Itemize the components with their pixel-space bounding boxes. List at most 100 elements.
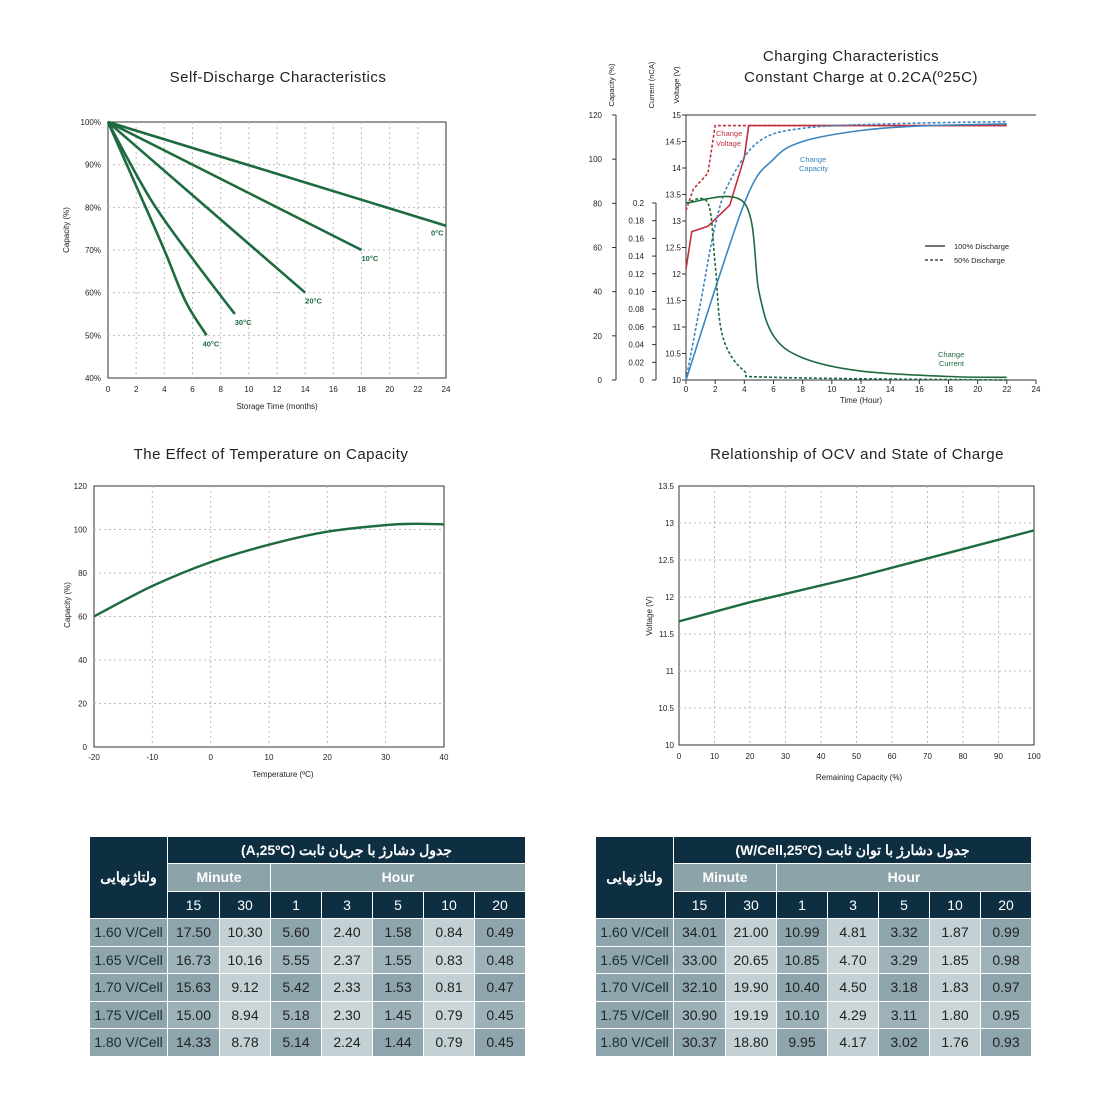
- capacity-tick-label: 40: [593, 288, 602, 297]
- group-header: Hour: [776, 863, 1032, 892]
- series-line: [685, 123, 1007, 381]
- y-tick-label: 90%: [85, 161, 101, 170]
- table-row: 1.60 V/Cell 34.01 21.00 10.99 4.81 3.32 1.87 0.…: [595, 918, 1032, 947]
- constant-current-table: ولتاژنهایی جدول دشارژ با جریان ثابت (A,25…: [89, 836, 526, 1057]
- series-line: [93, 522, 445, 618]
- table-cell: 0.93: [980, 1028, 1032, 1057]
- x-axis-label: Time (Hour): [840, 396, 883, 405]
- table-cell: 1.87: [929, 918, 981, 947]
- series-line: [685, 120, 1007, 381]
- capacity-tick-label: 0: [598, 376, 603, 385]
- y-tick-label: 70%: [85, 246, 101, 255]
- x-tick-label: 20: [323, 753, 332, 762]
- table-cell: 2.24: [321, 1028, 373, 1057]
- table-cell: 15.00: [167, 1000, 220, 1029]
- x-tick-label: 10: [244, 385, 253, 394]
- x-tick-label: 30: [381, 753, 390, 762]
- column-header: 20: [474, 890, 526, 919]
- x-tick-label: 6: [190, 385, 195, 394]
- column-header: 3: [827, 890, 879, 919]
- y-tick-label: 50%: [85, 331, 101, 340]
- series-line: [678, 529, 1035, 623]
- y-tick-label: 100%: [81, 118, 101, 127]
- voltage-tick-label: 11: [673, 323, 682, 332]
- series-label: 20°C: [305, 297, 322, 306]
- series-label: 40°C: [203, 339, 220, 348]
- x-tick-label: 40: [817, 752, 826, 761]
- table-row: 1.80 V/Cell 14.33 8.78 5.14 2.24 1.44 0.79 0.45: [89, 1028, 526, 1057]
- table-cell: 0.99: [980, 918, 1032, 947]
- table-cell: 10.85: [776, 945, 828, 974]
- table-cell: 10.16: [219, 945, 271, 974]
- y-tick-label: 60%: [85, 289, 101, 298]
- table-cell: 2.37: [321, 945, 373, 974]
- table-cell: 16.73: [167, 945, 220, 974]
- terminal-voltage-header: ولتاژنهایی: [89, 836, 168, 919]
- table-cell: 2.40: [321, 918, 373, 947]
- group-header: Minute: [673, 863, 777, 892]
- table-cell: 0.98: [980, 945, 1032, 974]
- column-header: 30: [725, 890, 777, 919]
- x-axis-label: Storage Time (months): [236, 402, 318, 411]
- table-cell: 5.18: [270, 1000, 322, 1029]
- table-cell: 4.17: [827, 1028, 879, 1057]
- x-tick-label: 2: [134, 385, 139, 394]
- row-label: 1.60 V/Cell: [89, 918, 168, 947]
- y-tick-label: 80%: [85, 203, 101, 212]
- table-row: 1.70 V/Cell 32.10 19.90 10.40 4.50 3.18 1.83 0.…: [595, 973, 1032, 1002]
- y-tick-label: 10.5: [658, 704, 674, 713]
- capacity-tick-label: 20: [593, 332, 602, 341]
- x-tick-label: 14: [301, 385, 310, 394]
- y-tick-label: 11: [666, 667, 675, 676]
- column-header: 30: [219, 890, 271, 919]
- table-cell: 9.12: [219, 973, 271, 1002]
- annotation-label: Current: [939, 359, 965, 368]
- axis-label: Voltage (V): [672, 66, 681, 104]
- table-cell: 21.00: [725, 918, 777, 947]
- x-tick-label: 2: [713, 385, 718, 394]
- y-tick-label: 60: [78, 613, 87, 622]
- table-cell: 3.11: [878, 1000, 930, 1029]
- current-tick-label: 0.06: [628, 323, 644, 332]
- table-cell: 0.83: [423, 945, 475, 974]
- table-cell: 0.79: [423, 1028, 475, 1057]
- x-tick-label: 0: [106, 385, 111, 394]
- table-cell: 0.48: [474, 945, 526, 974]
- series-line: [685, 197, 1007, 381]
- axis-label: Current (nCA): [647, 61, 656, 108]
- x-axis-label: Temperature (ºC): [252, 770, 313, 779]
- table-cell: 5.42: [270, 973, 322, 1002]
- x-tick-label: 0: [684, 385, 689, 394]
- y-tick-label: 10: [665, 741, 674, 750]
- y-tick-label: 40: [78, 656, 87, 665]
- ocv-soc-chart: Relationship of OCV and State of Charge 0…: [645, 446, 1041, 782]
- table-cell: 8.78: [219, 1028, 271, 1057]
- table-cell: 1.55: [372, 945, 424, 974]
- table-cell: 1.76: [929, 1028, 981, 1057]
- table-cell: 2.33: [321, 973, 373, 1002]
- annotation-label: Change: [716, 129, 742, 138]
- x-tick-label: 10: [710, 752, 719, 761]
- x-tick-label: -20: [88, 753, 100, 762]
- table-cell: 20.65: [725, 945, 777, 974]
- table-cell: 1.53: [372, 973, 424, 1002]
- table-cell: 3.29: [878, 945, 930, 974]
- table-cell: 0.81: [423, 973, 475, 1002]
- table-cell: 33.00: [673, 945, 726, 974]
- voltage-tick-label: 13.5: [665, 191, 681, 200]
- table-cell: 30.37: [673, 1028, 726, 1057]
- table-cell: 1.83: [929, 973, 981, 1002]
- y-axis-label: Voltage (V): [645, 596, 654, 636]
- y-tick-label: 13.5: [658, 482, 674, 491]
- x-tick-label: 90: [994, 752, 1003, 761]
- y-tick-label: 20: [78, 700, 87, 709]
- x-tick-label: 24: [1032, 385, 1041, 394]
- current-tick-label: 0.14: [628, 252, 644, 261]
- x-tick-label: 18: [357, 385, 366, 394]
- discharge-table: ولتاژنهایی جدول دشارژ با توان ثابت (W/Cel…: [595, 836, 1032, 1057]
- table-cell: 0.95: [980, 1000, 1032, 1029]
- discharge-table: ولتاژنهایی جدول دشارژ با جریان ثابت (A,25…: [89, 836, 526, 1057]
- voltage-tick-label: 14.5: [665, 138, 681, 147]
- column-header: 3: [321, 890, 373, 919]
